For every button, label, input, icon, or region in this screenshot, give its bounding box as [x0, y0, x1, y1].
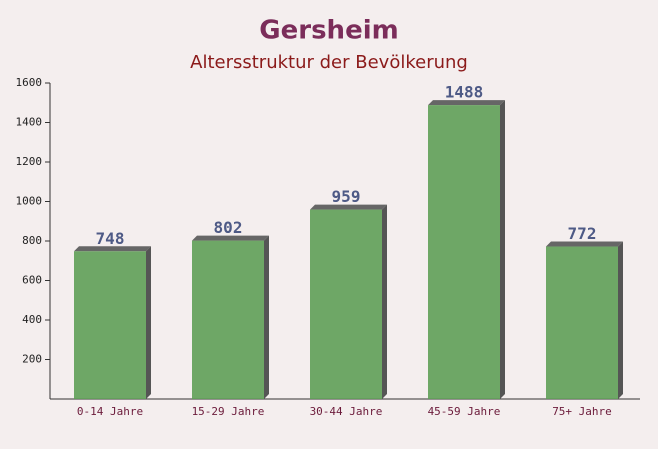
- value-label: 802: [214, 218, 243, 237]
- x-tick-label: 15-29 Jahre: [192, 405, 265, 418]
- bar: [428, 105, 500, 400]
- bar-shadow: [264, 235, 269, 399]
- bar-shadow: [310, 204, 387, 210]
- bar: [192, 240, 264, 399]
- bar: [74, 251, 146, 399]
- bar-shadow: [192, 235, 269, 241]
- value-label: 959: [332, 187, 361, 206]
- y-tick-label: 200: [22, 353, 42, 366]
- value-label: 1488: [445, 83, 484, 102]
- y-tick-label: 600: [22, 274, 42, 287]
- bar: [310, 209, 382, 399]
- y-tick-label: 800: [22, 234, 42, 247]
- x-tick-label: 0-14 Jahre: [77, 405, 143, 418]
- y-tick-label: 1000: [16, 195, 43, 208]
- bar-shadow: [428, 100, 505, 106]
- bar-shadow: [74, 246, 151, 252]
- y-tick-label: 1600: [16, 76, 43, 89]
- x-tick-label: 45-59 Jahre: [428, 405, 501, 418]
- bar: [546, 246, 618, 399]
- value-label: 748: [96, 229, 125, 248]
- y-tick-label: 1400: [16, 116, 43, 129]
- bar-shadow: [146, 246, 151, 399]
- y-tick-label: 1200: [16, 155, 43, 168]
- x-tick-label: 30-44 Jahre: [310, 405, 383, 418]
- bar-shadow: [382, 204, 387, 399]
- y-tick-label: 400: [22, 313, 42, 326]
- value-label: 772: [568, 224, 597, 243]
- bar-shadow: [618, 241, 623, 399]
- bar-shadow: [546, 241, 623, 247]
- chart-subtitle: Altersstruktur der Bevölkerung: [190, 52, 468, 73]
- chart-title: Gersheim: [259, 16, 398, 46]
- bar-shadow: [500, 100, 505, 400]
- x-tick-label: 75+ Jahre: [552, 405, 612, 418]
